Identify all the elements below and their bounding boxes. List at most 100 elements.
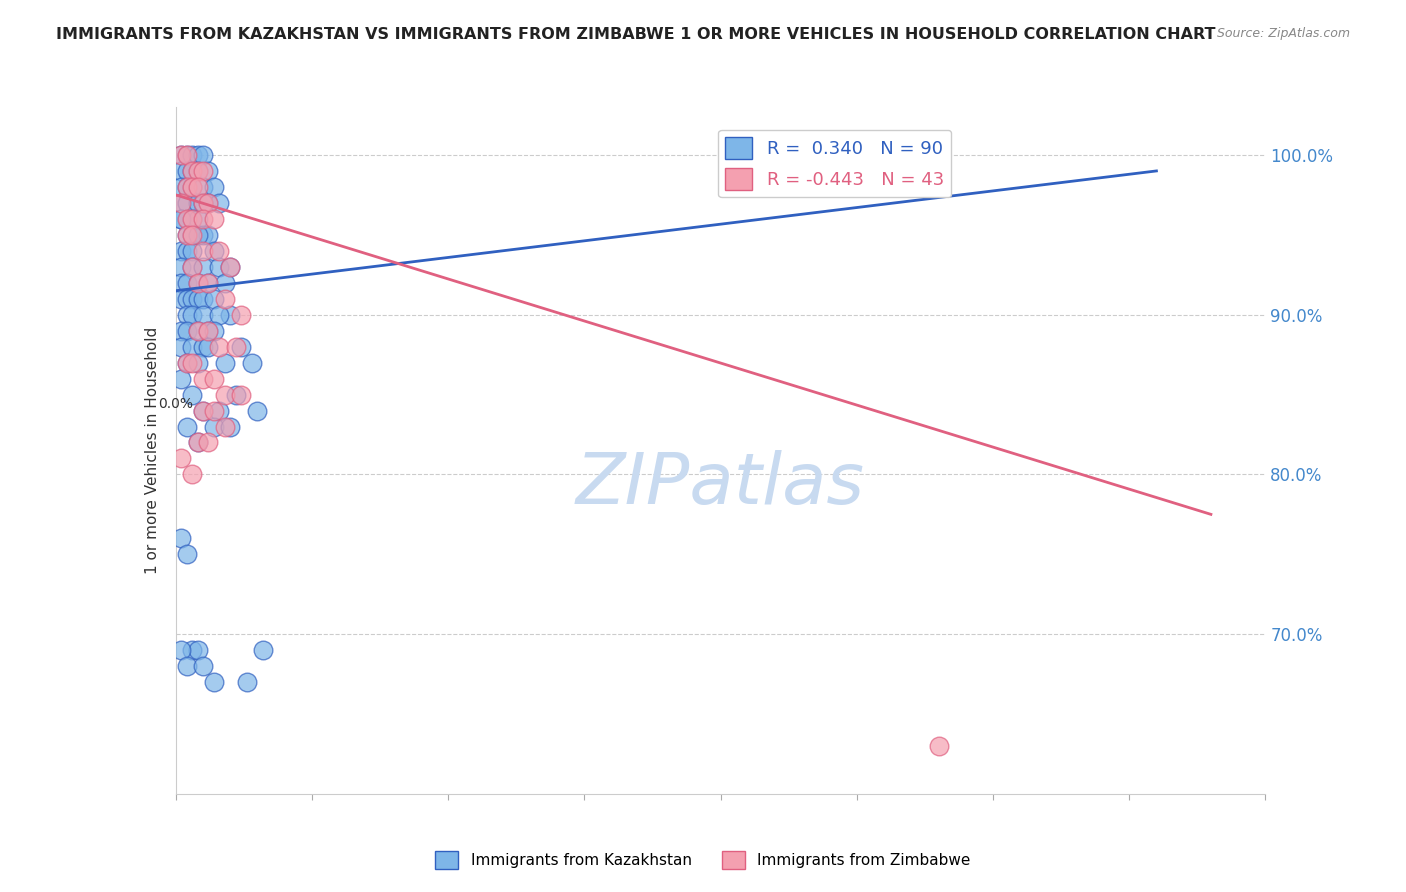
Point <box>197 276 219 290</box>
Point <box>181 260 204 274</box>
Point <box>197 195 219 210</box>
Point <box>186 324 209 338</box>
Point <box>197 227 219 242</box>
Point <box>214 387 236 401</box>
Point <box>225 387 247 401</box>
Point <box>181 211 204 226</box>
Point <box>181 148 204 162</box>
Point <box>191 292 214 306</box>
Point <box>176 164 198 178</box>
Point <box>214 356 236 370</box>
Point <box>170 148 193 162</box>
Point <box>176 195 198 210</box>
Point <box>191 195 214 210</box>
Point <box>202 403 225 417</box>
Point <box>191 244 214 258</box>
Point <box>186 276 209 290</box>
Point <box>240 356 263 370</box>
Point <box>191 148 214 162</box>
Point <box>214 419 236 434</box>
Point <box>170 180 193 194</box>
Point <box>202 244 225 258</box>
Point <box>202 211 225 226</box>
Point <box>225 340 247 354</box>
Point <box>231 340 253 354</box>
Point <box>208 403 231 417</box>
Point <box>191 659 214 673</box>
Point <box>176 211 198 226</box>
Point <box>191 260 214 274</box>
Point <box>219 419 242 434</box>
Point <box>197 340 219 354</box>
Point <box>176 227 198 242</box>
Point <box>191 403 214 417</box>
Point <box>170 195 193 210</box>
Point <box>181 211 204 226</box>
Text: IMMIGRANTS FROM KAZAKHSTAN VS IMMIGRANTS FROM ZIMBABWE 1 OR MORE VEHICLES IN HOU: IMMIGRANTS FROM KAZAKHSTAN VS IMMIGRANTS… <box>56 27 1216 42</box>
Point <box>181 244 204 258</box>
Point <box>176 211 198 226</box>
Text: ZIPatlas: ZIPatlas <box>576 450 865 519</box>
Point <box>181 227 204 242</box>
Point <box>176 292 198 306</box>
Point <box>176 547 198 561</box>
Point <box>197 276 219 290</box>
Point <box>191 308 214 322</box>
Point <box>176 308 198 322</box>
Point <box>170 324 193 338</box>
Point <box>191 340 214 354</box>
Point <box>176 356 198 370</box>
Point <box>181 467 204 482</box>
Point <box>214 292 236 306</box>
Point <box>170 195 193 210</box>
Point <box>191 211 214 226</box>
Point <box>191 195 214 210</box>
Point <box>176 180 198 194</box>
Point <box>208 260 231 274</box>
Point <box>176 148 198 162</box>
Legend: Immigrants from Kazakhstan, Immigrants from Zimbabwe: Immigrants from Kazakhstan, Immigrants f… <box>429 845 977 875</box>
Point <box>186 164 209 178</box>
Point <box>231 387 253 401</box>
Point <box>208 308 231 322</box>
Point <box>176 227 198 242</box>
Point <box>186 164 209 178</box>
Point <box>170 276 193 290</box>
Point <box>246 403 269 417</box>
Point <box>170 260 193 274</box>
Point <box>170 244 193 258</box>
Point <box>181 164 204 178</box>
Point <box>219 260 242 274</box>
Point <box>170 451 193 466</box>
Point <box>235 675 257 690</box>
Point <box>202 419 225 434</box>
Point <box>197 164 219 178</box>
Point <box>202 180 225 194</box>
Point <box>181 180 204 194</box>
Legend: R =  0.340   N = 90, R = -0.443   N = 43: R = 0.340 N = 90, R = -0.443 N = 43 <box>718 130 952 197</box>
Point <box>186 276 209 290</box>
Point <box>197 324 219 338</box>
Point <box>176 659 198 673</box>
Point <box>181 308 204 322</box>
Point <box>170 292 193 306</box>
Point <box>191 180 214 194</box>
Point <box>928 739 950 753</box>
Point <box>176 324 198 338</box>
Point <box>191 371 214 385</box>
Text: Source: ZipAtlas.com: Source: ZipAtlas.com <box>1216 27 1350 40</box>
Text: 0.0%: 0.0% <box>159 397 193 411</box>
Point <box>191 403 214 417</box>
Point <box>170 211 193 226</box>
Point <box>170 340 193 354</box>
Y-axis label: 1 or more Vehicles in Household: 1 or more Vehicles in Household <box>145 326 160 574</box>
Point <box>170 371 193 385</box>
Point <box>186 211 209 226</box>
Point <box>202 324 225 338</box>
Point <box>202 292 225 306</box>
Point <box>176 148 198 162</box>
Point <box>197 195 219 210</box>
Point <box>181 260 204 274</box>
Point <box>186 292 209 306</box>
Point <box>170 531 193 545</box>
